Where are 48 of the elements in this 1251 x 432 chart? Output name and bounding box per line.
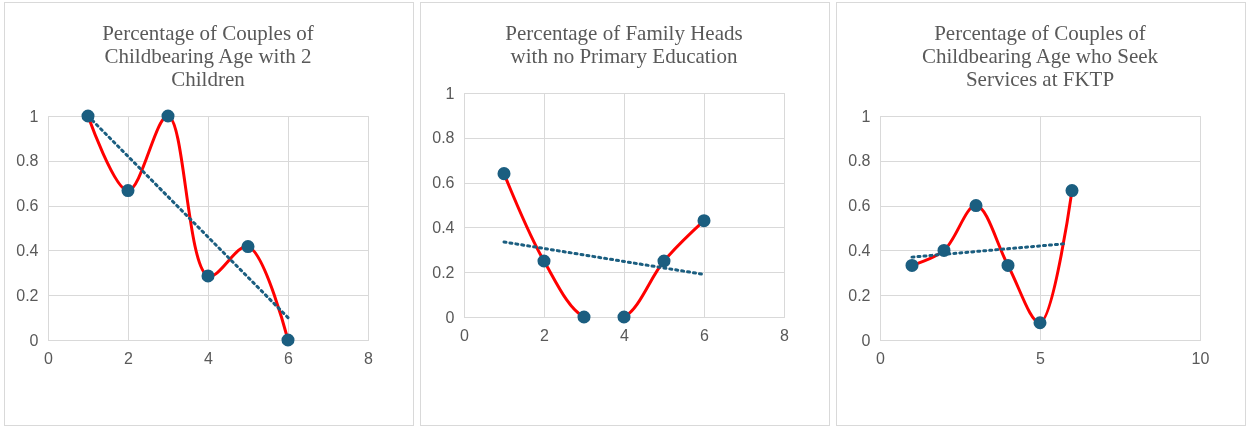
- x-tick-label: 0: [876, 349, 886, 367]
- point: [577, 310, 591, 324]
- point: [617, 310, 631, 324]
- y-tick-label: 0.6: [848, 197, 871, 215]
- point: [121, 184, 135, 198]
- point: [241, 240, 255, 254]
- x-tick-label: 6: [284, 349, 294, 367]
- x-tick-label: 2: [540, 326, 550, 344]
- point: [697, 214, 711, 228]
- x-tick-label: 4: [204, 349, 214, 367]
- point: [1001, 258, 1015, 272]
- x-tick-label: 2: [124, 349, 134, 367]
- y-tick-label: 0.2: [432, 263, 455, 281]
- y-tick-label: 0.6: [432, 174, 455, 192]
- point: [905, 258, 919, 272]
- x-tick-label: 6: [700, 326, 710, 344]
- y-tick-label: 0.6: [16, 197, 39, 215]
- point: [201, 269, 215, 283]
- x-tick-label: 8: [364, 349, 374, 367]
- y-tick-label: 0.2: [16, 286, 39, 304]
- y-tick-label: 0.2: [848, 286, 871, 304]
- y-tick-label: 0.8: [432, 129, 455, 147]
- point: [657, 254, 671, 268]
- chart-title: Percentage of Family Heads with no Primary Education: [505, 21, 743, 68]
- y-tick-label: 0: [445, 308, 455, 326]
- x-tick-label: 5: [1036, 349, 1046, 367]
- point: [161, 109, 175, 123]
- point: [1033, 316, 1047, 330]
- point: [1065, 184, 1079, 198]
- y-tick-label: 1: [861, 107, 871, 125]
- y-tick-label: 1: [29, 107, 39, 125]
- chart-title: Percentage of Couples of Childbearing Age who Seek Services at FKTP: [921, 21, 1159, 91]
- x-tick-label: 4: [620, 326, 630, 344]
- point: [497, 167, 511, 181]
- x-tick-label: 8: [780, 326, 790, 344]
- y-tick-label: 1: [445, 84, 455, 102]
- x-tick-label: 0: [44, 349, 54, 367]
- point: [537, 254, 551, 268]
- y-tick-label: 0.4: [848, 241, 871, 259]
- y-tick-label: 0.8: [848, 152, 871, 170]
- y-tick-label: 0.4: [432, 218, 455, 236]
- y-tick-label: 0.8: [16, 152, 39, 170]
- point: [969, 199, 983, 213]
- chart-title: Percentage of Couples of Childbearing Age with 2 Children: [102, 21, 314, 91]
- x-tick-label: 0: [460, 326, 470, 344]
- y-tick-label: 0.4: [16, 241, 39, 259]
- x-tick-label: 10: [1191, 349, 1210, 367]
- point: [281, 333, 295, 347]
